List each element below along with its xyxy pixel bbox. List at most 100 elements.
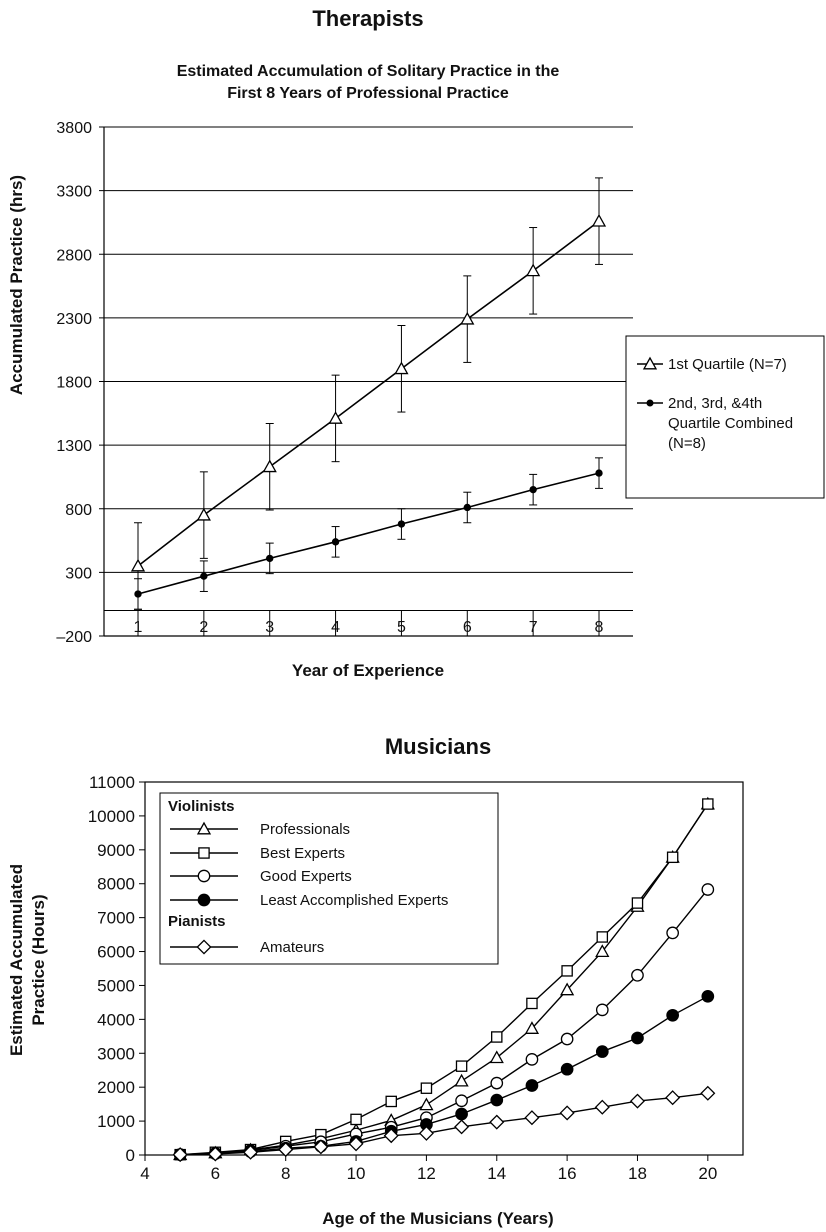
therapists-point [262, 459, 277, 473]
musicians-point [525, 1079, 539, 1092]
therapists-point [134, 590, 142, 598]
musicians-point [420, 1082, 433, 1094]
musicians-point [454, 1119, 470, 1135]
musicians-point [243, 1144, 259, 1160]
therapists-x-tick-label: 5 [397, 619, 406, 636]
therapists-point [397, 520, 406, 528]
musicians-y-tick-label: 2000 [97, 1078, 135, 1097]
therapists-x-tick-label: 6 [463, 619, 472, 636]
musicians-point [702, 798, 714, 810]
therapists-y-tick-labels: 3800 3300 2800 2300 1800 1300 800 300 –200 [56, 120, 92, 646]
therapists-legend-label-combined-line-3: (N=8) [668, 435, 706, 452]
musicians-line-amateurs [180, 1092, 708, 1156]
therapists-y-tick-label: 3300 [56, 184, 92, 201]
musicians-line-least-accomplished-experts [180, 995, 709, 1156]
therapists-x-tick-label: 2 [199, 619, 208, 636]
musicians-point [350, 1113, 362, 1126]
therapists-point [591, 213, 607, 227]
musicians-point [172, 1147, 188, 1163]
musicians-point [666, 926, 679, 940]
therapists-point [328, 411, 343, 424]
musicians-legend-marker [196, 821, 212, 835]
therapists-point [130, 558, 146, 572]
musicians-series [172, 796, 716, 1163]
musicians-panel-title: Musicians [385, 734, 491, 759]
therapists-panel-title: Therapists [312, 6, 423, 31]
musicians-point [489, 1114, 505, 1130]
therapists-y-tick-label: 2300 [56, 311, 92, 328]
musicians-point [383, 1128, 399, 1144]
musicians-x-tick-label: 10 [347, 1164, 366, 1183]
therapists-x-tick-label: 8 [595, 619, 604, 636]
therapists-point [463, 503, 471, 512]
therapists-y-tick-label: 800 [65, 502, 92, 519]
musicians-y-axis-label-line-2: Practice (Hours) [29, 894, 48, 1025]
therapists-point [460, 311, 475, 325]
musicians-point [490, 1076, 504, 1090]
musicians-point [207, 1146, 223, 1162]
musicians-point [491, 1031, 503, 1043]
musicians-point [560, 1032, 574, 1046]
musicians-legend-group-pianists: Pianists [168, 913, 226, 930]
musicians-point [595, 1045, 609, 1058]
musicians-series-amateurs [172, 1085, 716, 1163]
musicians-legend-label-professionals: Professionals [260, 821, 350, 838]
therapists-x-tick-label: 7 [529, 619, 538, 636]
musicians-point [313, 1139, 329, 1155]
musicians-point [525, 1053, 539, 1066]
musicians-point [595, 944, 610, 957]
musicians-point [455, 1107, 468, 1121]
musicians-y-axis-label-line-1: Estimated Accumulated [7, 864, 26, 1056]
therapists-axes [99, 126, 633, 637]
therapists-y-tick-label: 300 [65, 565, 92, 582]
therapists-x-tick-label: 1 [134, 619, 143, 636]
musicians-y-tick-label: 6000 [97, 943, 135, 962]
musicians-point [700, 1085, 716, 1101]
musicians-x-tick-label: 18 [628, 1164, 647, 1183]
musicians-y-tick-labels: 1100010000900080007000600050004000300020… [88, 773, 135, 1165]
musicians-point [559, 1105, 575, 1121]
musicians-point [489, 1050, 504, 1064]
musicians-legend-label-amateurs: Amateurs [260, 939, 324, 956]
therapists-legend-label-combined-line-1: 2nd, 3rd, &4th [668, 395, 762, 412]
musicians-x-tick-label: 6 [211, 1164, 220, 1183]
musicians-y-tick-label: 5000 [97, 976, 135, 995]
musicians-legend-marker [196, 939, 212, 955]
musicians-legend: Violinists Pianists Professionals Best E… [159, 792, 499, 965]
therapists-point [266, 554, 274, 563]
therapists-line-1st-quartile-n-7 [137, 220, 600, 567]
musicians-line-best-experts [180, 803, 709, 1156]
musicians-point [701, 883, 715, 896]
musicians-x-axis-label: Age of the Musicians (Years) [322, 1209, 553, 1228]
musicians-y-tick-label: 11000 [89, 773, 135, 792]
musicians-legend-box [159, 792, 499, 965]
musicians-y-tick-label: 0 [126, 1146, 135, 1165]
musicians-point [631, 968, 644, 982]
therapists-point [196, 507, 211, 521]
therapists-y-tick-label: 2800 [56, 247, 92, 264]
musicians-point [526, 997, 538, 1010]
musicians-point [455, 1094, 468, 1108]
therapists-chart-title-line-1: Estimated Accumulation of Solitary Pract… [177, 63, 560, 80]
musicians-point [561, 965, 573, 977]
therapists-legend-marker [646, 399, 654, 407]
therapists-y-tick-label: 1800 [56, 375, 92, 392]
therapists-series-2nd-3rd-4th-quartile-combined-n-8 [134, 457, 603, 610]
musicians-legend-marker [197, 869, 211, 883]
musicians-axes [139, 781, 744, 1161]
musicians-point [455, 1060, 468, 1072]
musicians-plot-frame [144, 781, 744, 1156]
musicians-y-tick-label: 9000 [97, 841, 135, 860]
musicians-point [631, 897, 644, 909]
therapists-x-axis-label: Year of Experience [292, 661, 444, 680]
musicians-x-tick-label: 14 [487, 1164, 506, 1183]
musicians-point [418, 1125, 434, 1141]
therapists-point [595, 469, 603, 477]
therapists-legend-box [625, 335, 825, 499]
musicians-point [666, 1008, 679, 1022]
musicians-x-tick-label: 20 [698, 1164, 717, 1183]
musicians-point [560, 982, 575, 996]
therapists-point [394, 361, 409, 375]
musicians-y-tick-label: 3000 [97, 1044, 135, 1063]
